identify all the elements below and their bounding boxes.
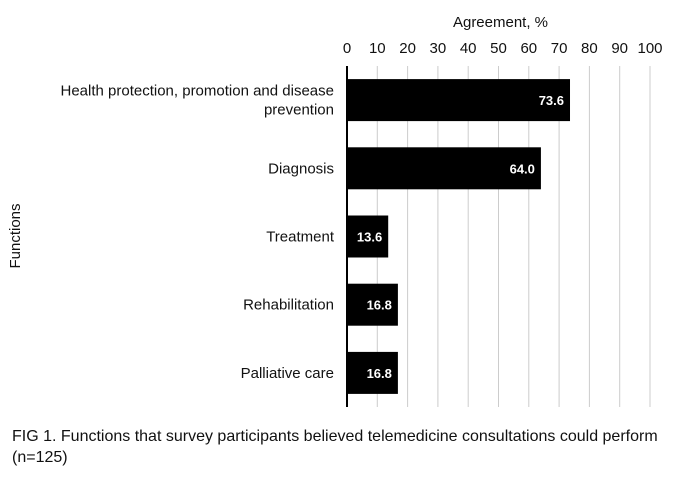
x-tick-label: 30 (430, 40, 447, 57)
bar (347, 351, 398, 394)
x-tick-label: 0 (343, 40, 351, 57)
category-label: Treatment (266, 229, 335, 246)
category-label: Palliative care (241, 365, 334, 382)
bar (347, 215, 389, 258)
x-tick-label: 60 (520, 40, 537, 57)
bar (347, 79, 571, 122)
category-label: Health protection, promotion and disease (60, 83, 334, 100)
bar-value-label: 64.0 (510, 161, 535, 176)
bar-value-label: 73.6 (539, 93, 564, 108)
x-tick-label: 100 (637, 40, 662, 57)
x-tick-label: 40 (460, 40, 477, 57)
bar-value-label: 13.6 (357, 230, 382, 245)
category-label: prevention (264, 102, 334, 119)
bar (347, 283, 398, 326)
bar-value-label: 16.8 (367, 366, 392, 381)
y-axis-title: Functions (7, 203, 24, 268)
x-tick-label: 50 (490, 40, 507, 57)
bar-value-label: 16.8 (367, 298, 392, 313)
x-tick-label: 20 (399, 40, 416, 57)
bar (347, 147, 541, 190)
x-tick-label: 80 (581, 40, 598, 57)
category-label: Rehabilitation (243, 297, 334, 314)
bar-chart: 0 10 20 30 40 50 60 70 80 90 100 Agreement, % Functi… (7, 14, 663, 407)
x-axis-title: Agreement, % (453, 14, 548, 31)
category-label: Diagnosis (268, 160, 334, 177)
x-tick-label: 90 (611, 40, 628, 57)
x-tick-label: 70 (551, 40, 568, 57)
figure-caption: FIG 1. Functions that survey participant… (12, 428, 658, 466)
x-tick-label: 10 (369, 40, 386, 57)
